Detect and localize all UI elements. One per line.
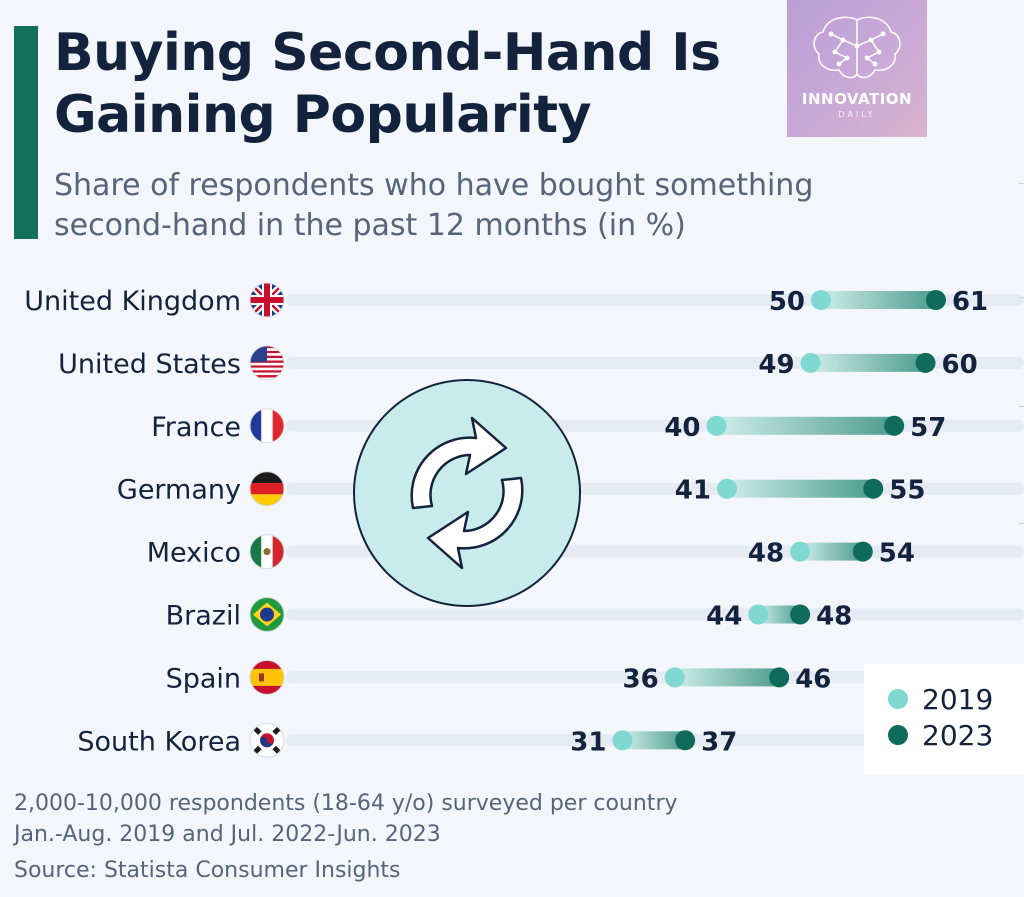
point-2023 [852,541,873,562]
point-2023 [884,415,905,436]
logo-name: INNOVATION [801,90,913,108]
value-label-2023: 55 [889,476,925,506]
brain-network-icon [813,16,901,79]
brazil-flag-icon [249,597,285,632]
point-2019 [790,541,811,562]
brand-logo: INNOVATION DAILY [787,0,927,137]
change-bar [622,731,686,750]
point-2023 [925,290,946,310]
category-label: South Korea [77,726,241,757]
change-bar [758,605,801,624]
point-2019 [664,667,685,688]
category-label: United States [58,349,241,380]
legend-swatch-2019 [888,689,908,709]
value-label-2023: 57 [910,413,946,443]
edge-tick [1019,523,1024,524]
value-label-2023: 61 [952,287,988,317]
france-flag-icon [249,408,285,444]
legend: 2019 2023 [864,664,1024,774]
edge-tick [1019,183,1024,184]
logo-sub: DAILY [838,110,876,119]
row-track [286,671,1024,684]
point-2023 [863,478,884,499]
point-2023 [769,667,790,688]
value-label-2019: 44 [706,602,742,632]
point-2019 [716,478,737,499]
spain-flag-icon [249,659,285,695]
chart-title: Buying Second-Hand Is Gaining Popularity [54,23,721,145]
value-label-2019: 40 [664,413,700,443]
category-label: Mexico [147,538,241,569]
value-label-2019: 49 [758,350,794,380]
edge-tick [1019,406,1024,407]
point-2023 [915,352,936,373]
change-bar [810,353,926,372]
category-label: France [151,412,241,443]
category-label: Germany [117,475,241,506]
category-label: Spain [166,663,241,694]
uk-flag-icon [249,282,285,318]
change-bar [726,479,874,498]
refresh-arrows-icon [353,379,581,607]
value-label-2023: 54 [879,539,915,569]
value-label-2023: 37 [701,727,737,757]
point-2019 [612,730,633,751]
legend-item-2019: 2019 [888,682,993,716]
value-label-2019: 50 [769,287,805,317]
value-label-2023: 46 [795,664,831,694]
category-label: Brazil [166,601,241,632]
value-label-2019: 41 [675,476,711,506]
legend-swatch-2023 [888,725,908,745]
value-label-2023: 48 [816,602,852,632]
value-label-2019: 36 [623,664,659,694]
point-2019 [800,352,821,373]
us-flag-icon [249,345,285,381]
germany-flag-icon [249,471,285,507]
point-2023 [790,604,811,625]
value-label-2019: 48 [748,539,784,569]
change-bar [821,291,936,309]
point-2019 [706,415,727,436]
change-bar [800,542,863,561]
row-track [286,608,1024,621]
edge-tick [1019,297,1024,298]
legend-label-2019: 2019 [922,682,994,716]
point-2019 [811,290,831,310]
change-bar [674,668,780,687]
chart-subtitle: Share of respondents who have bought som… [54,168,814,243]
point-2019 [748,604,769,625]
footnote-period: Jan.-Aug. 2019 and Jul. 2022-Jun. 2023 [14,822,441,847]
point-2023 [675,730,696,751]
value-label-2019: 31 [570,727,606,757]
accent-bar [14,26,38,239]
category-label: United Kingdom [24,286,241,317]
footnote-sample: 2,000-10,000 respondents (18-64 y/o) sur… [14,791,678,816]
south-korea-flag-icon [249,722,285,758]
legend-item-2023: 2023 [888,718,993,752]
change-bar [716,416,895,435]
legend-label-2023: 2023 [922,718,994,752]
mexico-flag-icon [249,534,285,570]
value-label-2023: 60 [942,350,978,380]
footnote-source: Source: Statista Consumer Insights [14,858,401,883]
